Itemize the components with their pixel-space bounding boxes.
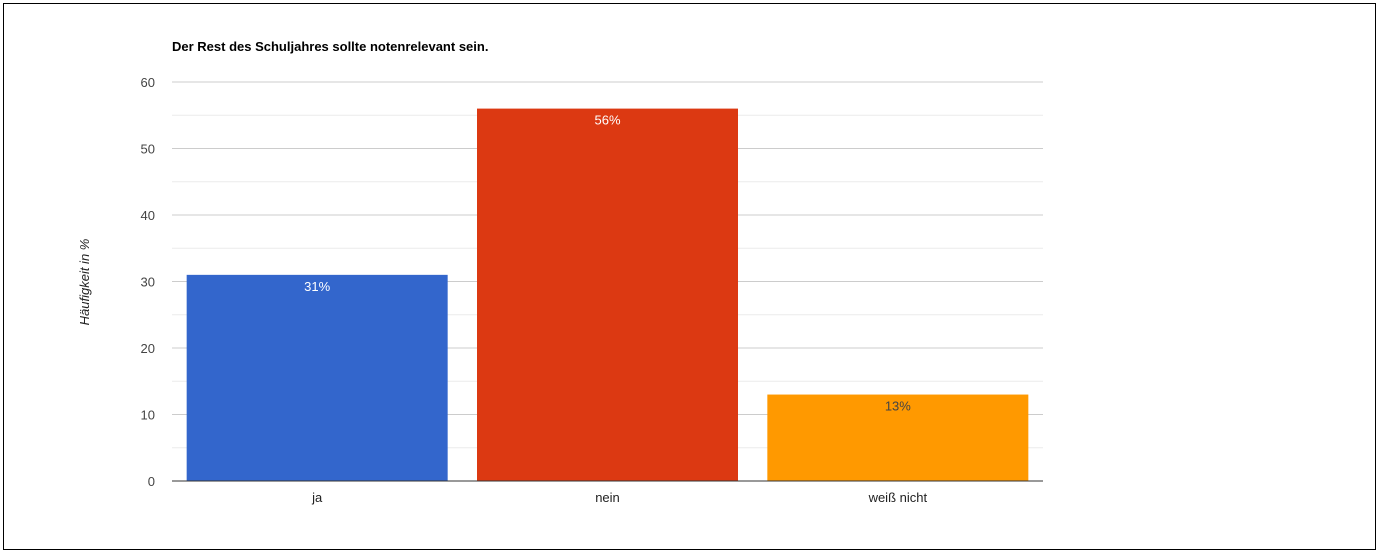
- bar-weiss-nicht: [767, 394, 1029, 481]
- data-labels: 31% 56% 13%: [304, 113, 911, 414]
- bar-ja: [186, 274, 448, 481]
- chart-title: Der Rest des Schuljahres sollte notenrel…: [172, 39, 488, 54]
- y-axis-label: Häufigkeit in %: [77, 239, 92, 326]
- y-tick-label: 40: [141, 208, 155, 223]
- x-category-label: weiß nicht: [868, 490, 928, 505]
- y-tick-label: 0: [148, 474, 155, 489]
- y-tick-label: 20: [141, 341, 155, 356]
- y-tick-label: 50: [141, 142, 155, 157]
- bar-nein: [477, 108, 738, 481]
- x-category-label: ja: [311, 490, 323, 505]
- y-tick-label: 30: [141, 275, 155, 290]
- x-category-label: nein: [595, 490, 620, 505]
- category-labels: ja nein weiß nicht: [311, 490, 927, 505]
- bars: [186, 108, 1029, 481]
- y-axis-ticks: 0 10 20 30 40 50 60: [141, 75, 155, 489]
- data-label: 31%: [304, 279, 330, 294]
- y-tick-label: 60: [141, 75, 155, 90]
- data-label: 13%: [885, 399, 911, 414]
- data-label: 56%: [594, 113, 620, 128]
- y-tick-label: 10: [141, 408, 155, 423]
